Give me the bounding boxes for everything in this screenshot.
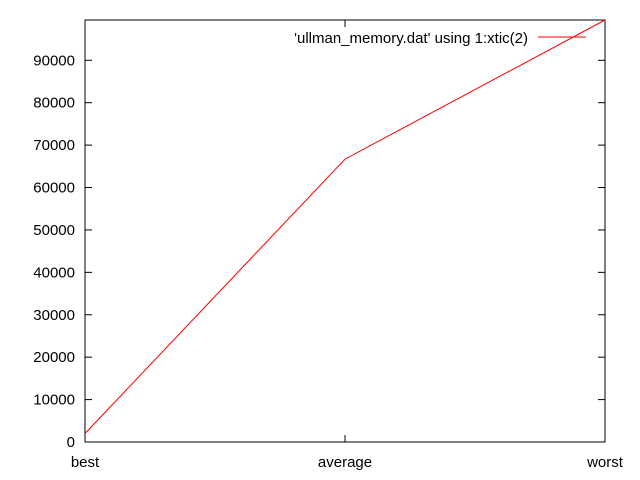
y-tick-label: 30000 xyxy=(33,307,75,324)
y-tick-label: 60000 xyxy=(33,180,75,197)
y-tick-label: 80000 xyxy=(33,95,75,112)
y-tick-label: 50000 xyxy=(33,222,75,239)
y-tick-label: 0 xyxy=(67,434,75,451)
y-tick-label: 90000 xyxy=(33,52,75,69)
y-tick-label: 10000 xyxy=(33,392,75,409)
x-tick-label: average xyxy=(318,454,372,471)
x-tick-label: best xyxy=(71,454,100,471)
y-tick-label: 40000 xyxy=(33,264,75,281)
x-axis: best average worst xyxy=(71,20,624,471)
series-group xyxy=(84,19,606,434)
series-line xyxy=(84,19,606,434)
x-tick-label: worst xyxy=(586,454,624,471)
y-tick-label: 70000 xyxy=(33,137,75,154)
y-axis: 0 10000 20000 30000 40000 50000 60000 70000 8000… xyxy=(33,52,605,451)
legend: 'ullman_memory.dat' using 1:xtic(2) xyxy=(294,30,586,47)
legend-label: 'ullman_memory.dat' using 1:xtic(2) xyxy=(294,30,528,47)
y-tick-label: 20000 xyxy=(33,349,75,366)
plot-frame xyxy=(84,19,606,443)
